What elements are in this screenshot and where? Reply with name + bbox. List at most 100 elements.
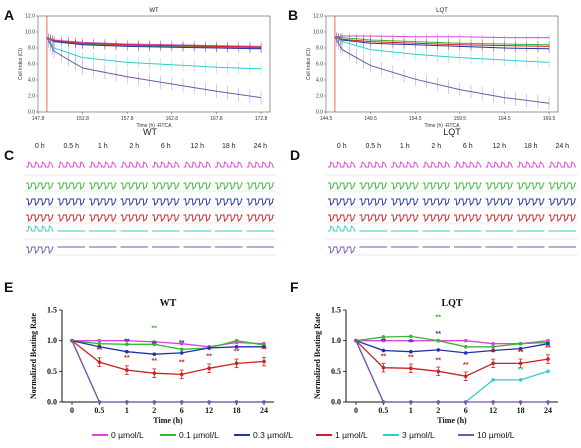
y-tick-label: 8.0: [316, 46, 323, 52]
trace-segment: [485, 198, 513, 206]
trace-segment: [422, 182, 450, 190]
x-tick-label: 0.5: [378, 406, 388, 415]
time-label: 2 h: [431, 143, 441, 150]
series-line-2: [355, 340, 549, 354]
trace-segment: [246, 214, 274, 222]
trace-segment: [89, 182, 117, 190]
data-point: [491, 361, 495, 366]
trace-segment: [422, 161, 450, 168]
trace-segment: [422, 198, 450, 206]
x-tick-label: 152.8: [76, 116, 89, 122]
y-tick-label: 0.5: [47, 367, 57, 376]
y-tick-label: 6.0: [28, 62, 35, 68]
data-point: [262, 345, 266, 349]
trace-segment: [26, 161, 54, 168]
x-tick-label: 164.5: [498, 116, 511, 122]
trace-segment: [120, 198, 148, 206]
data-point: [234, 345, 239, 349]
data-point: [207, 346, 211, 350]
trace-segment: [57, 182, 85, 190]
series-line-5: [355, 340, 548, 403]
panel-d-traces: LQT 0 h 0.5 h 1 h 2 h 6 h 12 h 18 h 24 h: [326, 127, 578, 256]
y-axis-label: Cell Index (CI): [18, 48, 24, 80]
panel-letter-f: F: [290, 279, 299, 295]
x-tick-label: 6: [464, 406, 468, 415]
data-point: [152, 352, 157, 356]
data-point: [436, 348, 441, 352]
time-label: 18 h: [524, 143, 538, 150]
x-tick-label: 18: [517, 406, 525, 415]
trace-segment: [120, 182, 148, 190]
y-tick-label: 12.0: [25, 14, 35, 20]
data-point: [97, 360, 102, 364]
data-point: [409, 400, 413, 404]
significance-marker: **: [518, 349, 524, 356]
trace-segment: [120, 214, 148, 222]
trace-segment: [215, 161, 243, 168]
trace-segment: [548, 214, 576, 222]
trace-segment: [359, 214, 387, 222]
trace-segment: [26, 214, 54, 222]
legend-label: 1 µmol/L: [335, 430, 368, 440]
data-point: [179, 372, 184, 377]
panel-letter-a: A: [4, 7, 14, 23]
x-tick-label: 149.5: [364, 116, 377, 122]
data-point: [546, 369, 550, 374]
y-tick-label: 1.5: [47, 306, 57, 315]
data-point: [125, 349, 129, 354]
data-point: [546, 357, 550, 361]
data-point: [234, 400, 239, 404]
time-label: 0 h: [337, 143, 347, 150]
data-point: [518, 346, 523, 351]
x-tick-label: 12: [205, 406, 213, 415]
data-point: [70, 338, 74, 343]
trace-segment: [328, 214, 356, 222]
legend-label: 0.1 µmol/L: [179, 430, 219, 440]
data-point: [546, 341, 550, 346]
data-point: [234, 338, 239, 343]
data-point: [436, 338, 441, 343]
data-point: [463, 338, 468, 343]
trace-segment: [328, 161, 356, 168]
time-label: 18 h: [222, 143, 236, 150]
trace-segment: [328, 225, 356, 232]
significance-marker: **: [463, 362, 469, 369]
data-point: [381, 400, 386, 404]
trace-segment: [391, 198, 419, 206]
significance-marker: **: [152, 358, 158, 365]
y-tick-label: 12.0: [313, 14, 323, 20]
panel-c-traces: WT 0 h 0.5 h 1 h 2 h 6 h 12 h 18 h 24 h: [24, 127, 276, 256]
data-point: [463, 345, 468, 349]
trace-segment: [548, 161, 576, 168]
y-tick-label: 6.0: [316, 62, 323, 68]
data-point: [409, 349, 413, 354]
trace-segment: [454, 214, 482, 222]
significance-marker: **: [261, 347, 267, 354]
panel-letter-b: B: [288, 7, 298, 23]
data-point: [179, 341, 184, 346]
data-point: [97, 345, 102, 349]
trace-segment: [57, 161, 85, 168]
panel-b-rtca-chart: LQT 0.0 2.0 4.0 6.0 8.0 10.0 12.0 144.5 149.5 154.…: [306, 8, 559, 129]
significance-marker: **: [436, 315, 442, 322]
trace-segment: [391, 214, 419, 222]
data-point: [152, 342, 157, 347]
x-tick-label: 159.5: [454, 116, 467, 122]
x-tick-label: 18: [233, 406, 241, 415]
trace-segment: [120, 161, 148, 168]
trace-segment: [485, 161, 513, 168]
data-point: [125, 342, 129, 347]
time-label: 0.5 h: [63, 143, 79, 150]
x-tick-label: 0: [70, 406, 74, 415]
time-label: 24 h: [555, 143, 569, 150]
trace-segment: [26, 225, 54, 232]
time-label: 0.5 h: [365, 143, 381, 150]
trace-segment: [215, 198, 243, 206]
significance-marker: **: [545, 345, 551, 352]
series-line-3: [71, 340, 265, 376]
trace-segment: [246, 198, 274, 206]
legend-label: 10 µmol/L: [477, 430, 515, 440]
trace-segment: [359, 161, 387, 168]
x-tick-label: 1: [125, 406, 129, 415]
